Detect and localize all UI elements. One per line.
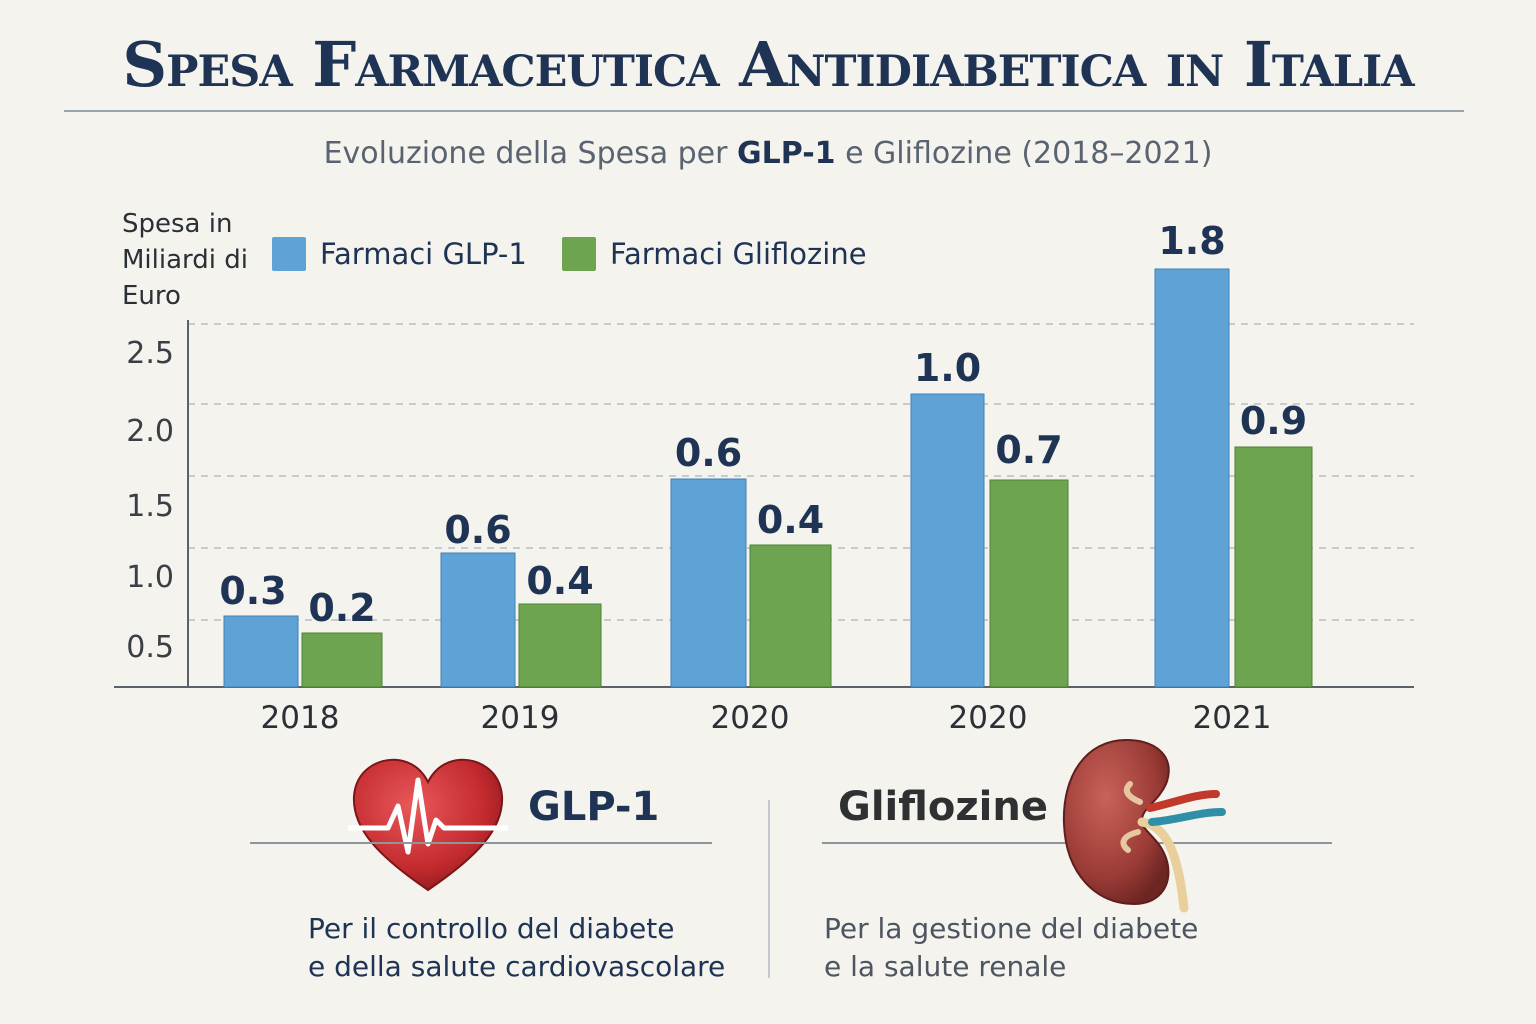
- data-label-glp1: 1.8: [1158, 219, 1225, 263]
- y-tick-label: 1.5: [126, 489, 174, 524]
- bar-gliflozine: [989, 479, 1069, 688]
- bar-gliflozine: [749, 544, 832, 688]
- panel-desc-gliflozine-line2: e la salute renale: [824, 950, 1067, 983]
- y-tick-label: 0.5: [126, 630, 174, 665]
- chart-subtitle: Evoluzione della Spesa per GLP-1 e Glifl…: [0, 136, 1536, 171]
- data-label-glp1: 0.6: [444, 508, 511, 552]
- legend-item-glp1: Farmaci GLP-1: [272, 236, 527, 272]
- legend-swatch-gliflozine: [562, 237, 596, 271]
- legend-label-glp1: Farmaci GLP-1: [320, 237, 527, 271]
- bar-gliflozine: [518, 603, 602, 688]
- data-label-glp1: 1.0: [914, 346, 981, 390]
- bar-glp1: [1154, 268, 1230, 688]
- bar-gliflozine: [1234, 446, 1313, 688]
- data-label-gliflozine: 0.2: [308, 586, 375, 630]
- heart-ecg-icon: [348, 758, 508, 892]
- x-tick-label: 2018: [261, 700, 340, 736]
- x-tick-label: 2019: [481, 700, 560, 736]
- x-tick-label: 2020: [711, 700, 790, 736]
- data-label-glp1: 0.6: [675, 431, 742, 475]
- bar-glp1: [440, 552, 516, 688]
- subtitle-text-post: e Gliflozine (2018–2021): [835, 136, 1213, 171]
- panel-desc-glp1-line2: e della salute cardiovascolare: [308, 950, 726, 983]
- legend-swatch-glp1: [272, 237, 306, 271]
- page-title: Spesa Farmaceutica Antidiabetica in Ital…: [122, 28, 1414, 101]
- bar-glp1: [223, 615, 299, 688]
- bar-glp1: [910, 393, 985, 688]
- title-divider: [64, 110, 1464, 112]
- bar-glp1: [670, 478, 747, 688]
- y-axis-label: Spesa in Miliardi di Euro: [122, 209, 248, 311]
- kidney-icon: [1062, 738, 1226, 913]
- panel-desc-gliflozine: Per la gestione del diabete e la salute …: [824, 910, 1198, 986]
- data-label-glp1: 0.3: [219, 569, 286, 613]
- x-tick-label: 2020: [949, 700, 1028, 736]
- panel-rule-glp1: [250, 842, 712, 844]
- data-label-gliflozine: 0.9: [1240, 399, 1307, 443]
- panel-title-gliflozine: Gliflozine: [838, 784, 1048, 830]
- panel-title-glp1: GLP-1: [528, 784, 660, 830]
- legend-label-gliflozine: Farmaci Gliflozine: [610, 237, 867, 271]
- legend-item-gliflozine: Farmaci Gliflozine: [562, 236, 867, 272]
- bar-gliflozine: [301, 632, 383, 688]
- data-label-gliflozine: 0.4: [757, 498, 824, 542]
- data-label-gliflozine: 0.7: [995, 428, 1062, 472]
- panel-desc-glp1-line1: Per il controllo del diabete: [308, 912, 675, 945]
- x-tick-label: 2021: [1193, 700, 1272, 736]
- data-label-gliflozine: 0.4: [526, 559, 593, 603]
- y-tick-label: 2.0: [126, 414, 174, 449]
- y-tick-label: 2.5: [126, 336, 174, 371]
- y-tick-label: 1.0: [126, 560, 174, 595]
- panel-desc-glp1: Per il controllo del diabete e della sal…: [308, 910, 725, 986]
- panel-desc-gliflozine-line1: Per la gestione del diabete: [824, 912, 1199, 945]
- subtitle-text-pre: Evoluzione della Spesa per: [323, 136, 737, 171]
- panel-divider: [768, 800, 770, 978]
- subtitle-text-strong: GLP-1: [737, 136, 836, 171]
